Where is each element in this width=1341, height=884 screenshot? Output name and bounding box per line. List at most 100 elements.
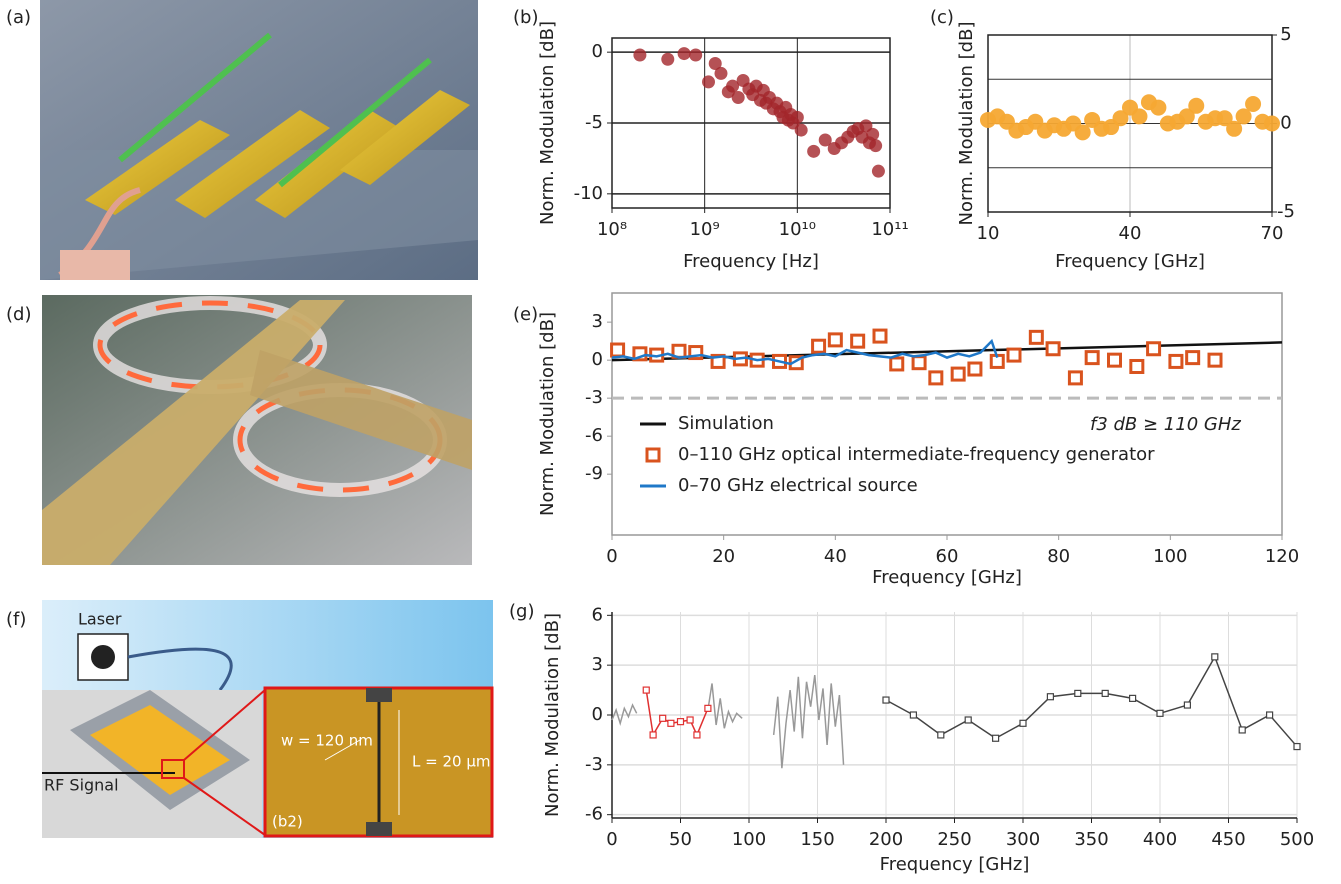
y-axis-title: Norm. Modulation [dB]: [537, 21, 558, 225]
y-tick-label: 0: [592, 704, 603, 725]
point: [872, 165, 885, 178]
marker: [668, 720, 674, 726]
point: [866, 128, 879, 141]
series-line: [646, 690, 708, 735]
marker: [1047, 694, 1053, 700]
y-tick-label: 0: [592, 349, 603, 370]
panel-label: (d): [6, 304, 31, 325]
x-axis-title: Frequency [Hz]: [683, 251, 819, 272]
legend-label: 0–110 GHz optical intermediate-frequency…: [678, 444, 1155, 465]
x-tick-label: 70: [1261, 223, 1284, 244]
image-d: (d): [6, 295, 472, 565]
point: [1150, 100, 1166, 116]
marker: [829, 334, 841, 346]
legend-label: 0–70 GHz electrical source: [678, 475, 918, 496]
point: [1131, 108, 1147, 124]
x-tick-label: 40: [824, 546, 847, 567]
marker: [1075, 690, 1081, 696]
x-tick-label: 500: [1280, 829, 1314, 850]
point: [791, 111, 804, 124]
y-tick-label: 0: [1280, 113, 1291, 134]
y-tick-label: 3: [592, 311, 603, 332]
y-axis-title: Norm. Modulation [dB]: [542, 613, 563, 817]
x-tick-label: 200: [869, 829, 903, 850]
legend-swatch: [647, 449, 659, 461]
marker: [930, 372, 942, 384]
marker: [612, 344, 624, 356]
x-axis-title: Frequency [GHz]: [1055, 251, 1205, 272]
x-tick-label: 10⁸: [597, 219, 627, 240]
x-tick-label: 0: [606, 829, 617, 850]
marker: [1170, 355, 1182, 367]
marker: [705, 705, 711, 711]
point: [678, 47, 691, 60]
x-tick-label: 10⁹: [690, 219, 720, 240]
marker: [993, 735, 999, 741]
point: [661, 53, 674, 66]
image-a: (a): [6, 0, 478, 280]
x-tick-label: 20: [712, 546, 735, 567]
marker: [874, 330, 886, 342]
marker: [952, 368, 964, 380]
marker: [1212, 654, 1218, 660]
y-tick-label: -6: [585, 425, 603, 446]
marker: [1102, 690, 1108, 696]
marker: [1030, 331, 1042, 343]
marker: [891, 358, 903, 370]
x-tick-label: 120: [1265, 546, 1299, 567]
x-axis-title: Frequency [GHz]: [872, 567, 1022, 588]
marker: [650, 732, 656, 738]
marker: [1130, 695, 1136, 701]
marker: [1008, 349, 1020, 361]
panel-label: (f): [6, 609, 26, 630]
y-tick-label: 3: [592, 654, 603, 675]
x-tick-label: 80: [1047, 546, 1070, 567]
marker: [1294, 744, 1300, 750]
x-tick-label: 60: [936, 546, 959, 567]
point: [1188, 98, 1204, 114]
legend-label: Simulation: [678, 413, 774, 434]
y-tick-label: 5: [1280, 24, 1291, 45]
panel-label: (e): [513, 304, 538, 325]
marker: [969, 363, 981, 375]
page: (a) (d) Laser RF Signal w = 120 nm L = 2…: [0, 0, 1341, 884]
marker: [1157, 710, 1163, 716]
marker: [1187, 352, 1199, 364]
x-tick-label: 10¹⁰: [779, 219, 816, 240]
x-tick-label: 40: [1119, 223, 1142, 244]
figure: (a) (d) Laser RF Signal w = 120 nm L = 2…: [0, 0, 1341, 884]
y-tick-label: -10: [574, 183, 603, 204]
x-tick-label: 250: [937, 829, 971, 850]
panel-label: (b): [513, 7, 538, 28]
x-tick-label: 50: [669, 829, 692, 850]
marker: [1069, 372, 1081, 384]
image-text: RF Signal: [44, 776, 119, 795]
marker: [1086, 352, 1098, 364]
marker: [694, 732, 700, 738]
x-tick-label: 300: [1006, 829, 1040, 850]
marker: [1148, 343, 1160, 355]
y-tick-label: 0: [592, 41, 603, 62]
point: [702, 75, 715, 88]
marker: [643, 687, 649, 693]
annotation: f3 dB ≥ 110 GHz: [1090, 414, 1241, 435]
y-tick-label: -3: [585, 754, 603, 775]
marker: [883, 697, 889, 703]
marker: [910, 712, 916, 718]
y-tick-label: -6: [585, 804, 603, 825]
x-tick-label: 10: [977, 223, 1000, 244]
marker: [1109, 354, 1121, 366]
x-tick-label: 150: [800, 829, 834, 850]
y-tick-label: 6: [592, 604, 603, 625]
marker: [965, 717, 971, 723]
point: [633, 49, 646, 62]
image-text: L = 20 μm: [412, 753, 490, 771]
point: [795, 124, 808, 137]
y-tick-label: -9: [585, 463, 603, 484]
panel-label: (c): [930, 7, 954, 28]
panel-label: (g): [509, 601, 534, 622]
point: [869, 139, 882, 152]
x-tick-label: 100: [732, 829, 766, 850]
image-text: w = 120 nm: [281, 732, 373, 750]
chart: 10⁸10⁹10¹⁰10¹¹-10-50(b)Frequency [Hz]Nor…: [513, 7, 909, 272]
